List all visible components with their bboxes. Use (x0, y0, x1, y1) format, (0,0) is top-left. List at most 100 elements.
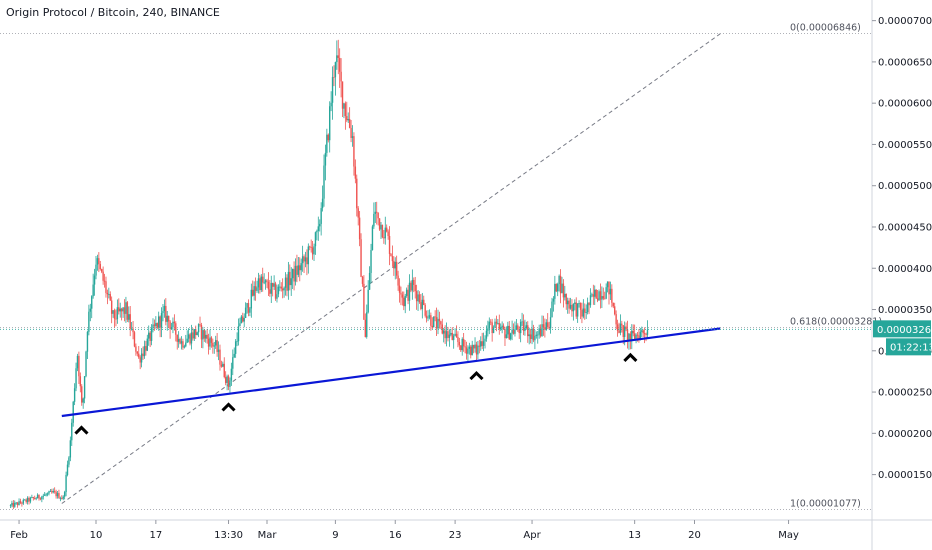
candle-body (250, 289, 253, 309)
candle-body (306, 257, 308, 265)
candle-body (531, 328, 533, 339)
candle-body (106, 292, 109, 295)
candle-body (589, 295, 592, 306)
candle-body (569, 304, 572, 309)
candle-body (626, 329, 629, 341)
candle-body (254, 286, 257, 291)
candle-body (509, 333, 512, 340)
candle-body (498, 323, 500, 330)
candle-body (374, 211, 376, 214)
candle-body (195, 329, 197, 336)
candle-body (243, 317, 245, 322)
candle-body (310, 246, 312, 248)
candle-body (601, 296, 603, 300)
candle-body (391, 256, 394, 262)
candle-body (136, 351, 139, 354)
candle-body (538, 328, 540, 335)
candle-body (232, 357, 234, 369)
candle-body (394, 261, 396, 269)
candle-body (381, 224, 384, 238)
candle-body (41, 496, 43, 500)
x-tick-label: Feb (10, 530, 28, 541)
candle-body (373, 213, 375, 227)
candle-body (455, 333, 458, 338)
candle-body (22, 499, 25, 504)
candle-body (266, 280, 268, 282)
candle-body (220, 364, 223, 367)
candle-body (525, 325, 528, 329)
candle-body (527, 325, 529, 337)
candle-body (200, 325, 203, 340)
candle-body (465, 347, 468, 354)
candle-body (125, 302, 127, 314)
candle-body (346, 116, 348, 121)
candle-body (91, 296, 93, 309)
fib-retracement-layer[interactable]: 0(0.00006846) 0.618(0.00003281) 1(0.000010… (0, 22, 882, 510)
candle-body (244, 307, 247, 318)
candle-body (561, 283, 563, 294)
candle-body (103, 280, 106, 282)
trendline-layer[interactable] (61, 327, 721, 418)
candle-body (299, 265, 301, 271)
candle-body (632, 330, 634, 334)
caret-up-icon (74, 425, 89, 435)
candle-body (281, 288, 284, 291)
candle-body (105, 281, 107, 293)
candle-body (529, 334, 532, 339)
candle-body (448, 334, 451, 338)
candle-body (477, 345, 479, 355)
candle-body (594, 289, 596, 297)
x-tick-label: Apr (523, 530, 541, 541)
candle-body (314, 232, 317, 247)
candle-body (434, 316, 436, 318)
candle-body (541, 324, 543, 337)
candle-body (170, 327, 173, 330)
candle-body (182, 341, 184, 348)
candle-body (149, 332, 151, 341)
candle-body (331, 77, 334, 103)
candle-body (415, 291, 418, 302)
candle-body (602, 296, 604, 299)
candle-body (321, 198, 324, 209)
candle-body (287, 271, 290, 291)
candle-body (609, 288, 612, 295)
candle-body (253, 286, 255, 296)
candle-body (128, 314, 130, 320)
candle-body (96, 258, 99, 265)
candle-body (264, 280, 267, 283)
candle-body (452, 335, 455, 340)
candle-body (574, 302, 576, 304)
candle-body (319, 223, 321, 227)
candle-body (45, 494, 47, 496)
candle-body (433, 316, 435, 328)
x-tick-label: 20 (688, 530, 701, 541)
candle-body (618, 330, 620, 333)
x-tick-label: 9 (332, 530, 338, 541)
candle-body (351, 136, 354, 138)
candle-body (48, 491, 50, 494)
candle-body (450, 332, 452, 335)
candle-body (216, 340, 218, 352)
candle-body (552, 298, 555, 302)
candle-body (549, 317, 552, 329)
candle-body (260, 276, 262, 291)
candle-body (461, 338, 463, 351)
candle-body (468, 346, 471, 349)
candle-body (380, 224, 382, 230)
candle-body (135, 346, 137, 352)
candle-body (598, 291, 600, 301)
candle-body (480, 341, 482, 347)
candle-body (398, 285, 401, 293)
candle-body (400, 292, 402, 295)
candle-body (39, 498, 42, 500)
candle-body (494, 321, 496, 328)
candle-body (443, 330, 445, 334)
candle-body (140, 353, 143, 363)
candle-body (492, 327, 495, 334)
candle-body (645, 334, 647, 335)
candle-body (447, 331, 449, 338)
candle-body (272, 282, 274, 287)
candle-body (475, 344, 478, 355)
